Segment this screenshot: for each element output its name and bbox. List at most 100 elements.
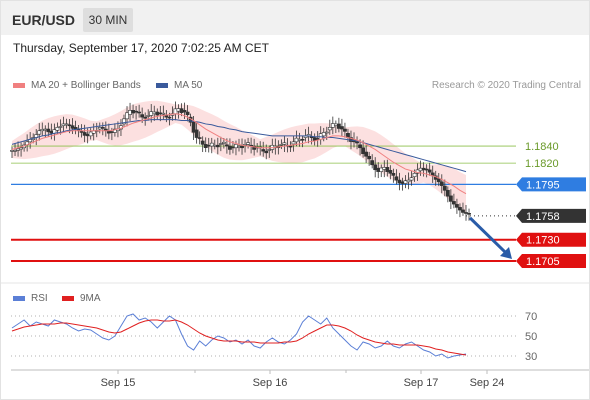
candle-body xyxy=(146,115,151,117)
rsi-panel: 30 50 70 xyxy=(11,311,537,363)
candle-body xyxy=(158,112,163,115)
price-levels xyxy=(11,145,516,262)
ma50-label: MA 50 xyxy=(174,80,203,91)
candle-body xyxy=(58,126,63,128)
candle-body xyxy=(388,170,393,174)
rsi-ma-swatch xyxy=(62,295,74,301)
symbol-label: EUR/USD xyxy=(12,12,76,28)
level-label: 1.1840 xyxy=(525,141,559,153)
legend-rsi: RSI xyxy=(13,293,48,304)
candle-body xyxy=(218,143,223,145)
candle-body xyxy=(391,173,396,176)
candle-body xyxy=(19,147,23,150)
candle-body xyxy=(224,144,229,147)
candle-body xyxy=(373,164,378,171)
candle-body xyxy=(185,111,190,116)
candle-body xyxy=(182,110,187,113)
candle-body xyxy=(85,133,90,137)
rsi-ma-line xyxy=(11,319,467,356)
x-axis-ticks: Sep 15 Sep 16 Sep 17 Sep 24 xyxy=(101,370,505,389)
rsi-tick-label: 70 xyxy=(525,311,537,323)
rsi-label: RSI xyxy=(31,293,48,304)
ma50-line xyxy=(11,119,467,173)
candle-body xyxy=(379,167,384,172)
credit: Research © 2020 Trading Central xyxy=(431,80,581,91)
x-tick-label: Sep 17 xyxy=(404,377,439,389)
candle-body xyxy=(97,127,102,130)
candle-body xyxy=(212,144,217,147)
candle-body xyxy=(361,147,365,155)
candle-body xyxy=(297,138,302,141)
candle-body xyxy=(152,111,157,115)
candle-body xyxy=(288,145,293,148)
level-tag xyxy=(516,208,586,223)
bollinger-bands xyxy=(12,100,466,213)
candle-body xyxy=(137,111,142,114)
projection-arrow-shaft xyxy=(468,216,508,255)
candle-body xyxy=(261,149,266,152)
rsi-swatch xyxy=(13,295,25,301)
candle-body xyxy=(164,115,169,118)
candle-body xyxy=(451,201,456,205)
candle-body xyxy=(55,127,60,131)
candle-body xyxy=(467,213,471,215)
candle-body xyxy=(176,108,181,112)
candle-body xyxy=(73,127,78,130)
ma50-swatch xyxy=(156,82,168,88)
candle-body xyxy=(355,141,359,144)
candle-body xyxy=(424,168,429,171)
candle-body xyxy=(376,167,381,172)
candle-body xyxy=(37,130,42,135)
candle-body xyxy=(385,167,390,172)
level-tag xyxy=(516,232,586,247)
candle-body xyxy=(149,111,154,116)
candle-body xyxy=(267,149,272,151)
candle-body xyxy=(358,144,362,149)
candle-body xyxy=(427,169,432,173)
candle-body xyxy=(370,160,375,166)
candle-body xyxy=(82,132,87,136)
candle-body xyxy=(140,114,145,118)
candle-body xyxy=(234,144,238,149)
level-label: 1.1758 xyxy=(526,211,560,223)
candle-body xyxy=(134,110,138,113)
candle-body xyxy=(321,132,326,137)
level-label: 1.1705 xyxy=(526,256,560,268)
candle-body xyxy=(409,177,414,181)
candle-body xyxy=(327,127,332,131)
candle-body xyxy=(464,212,468,214)
candle-body xyxy=(88,131,93,137)
level-label: 1.1820 xyxy=(525,158,559,170)
candle-body xyxy=(122,118,126,125)
candle-body xyxy=(412,173,417,178)
candle-body xyxy=(294,137,299,143)
candle-body xyxy=(206,144,211,147)
candle-body xyxy=(436,178,441,183)
candle-body xyxy=(125,112,129,120)
timeframe-button[interactable]: 30 MIN xyxy=(83,8,133,32)
level-label: 1.1795 xyxy=(526,179,560,191)
candle-body xyxy=(333,123,338,126)
candle-body xyxy=(279,144,284,146)
candle-body xyxy=(237,145,241,148)
candle-body xyxy=(49,130,54,134)
projection-arrow xyxy=(468,216,512,259)
candle-body xyxy=(442,185,447,191)
ma20-label: MA 20 + Bollinger Bands xyxy=(31,80,141,91)
candle-body xyxy=(291,141,296,145)
candle-body xyxy=(421,167,426,171)
legend-rsi-ma: 9MA xyxy=(62,293,101,304)
candle-body xyxy=(343,128,347,132)
candle-body xyxy=(264,150,269,154)
candle-body xyxy=(300,138,305,141)
bollinger-band-area xyxy=(12,100,466,213)
x-tick-label: Sep 24 xyxy=(470,377,505,389)
ma20-line xyxy=(11,113,467,195)
candle-body xyxy=(10,150,14,152)
ma20-swatch xyxy=(13,82,25,88)
candle-body xyxy=(367,155,372,160)
candle-body xyxy=(191,121,196,133)
candle-body xyxy=(203,144,208,148)
